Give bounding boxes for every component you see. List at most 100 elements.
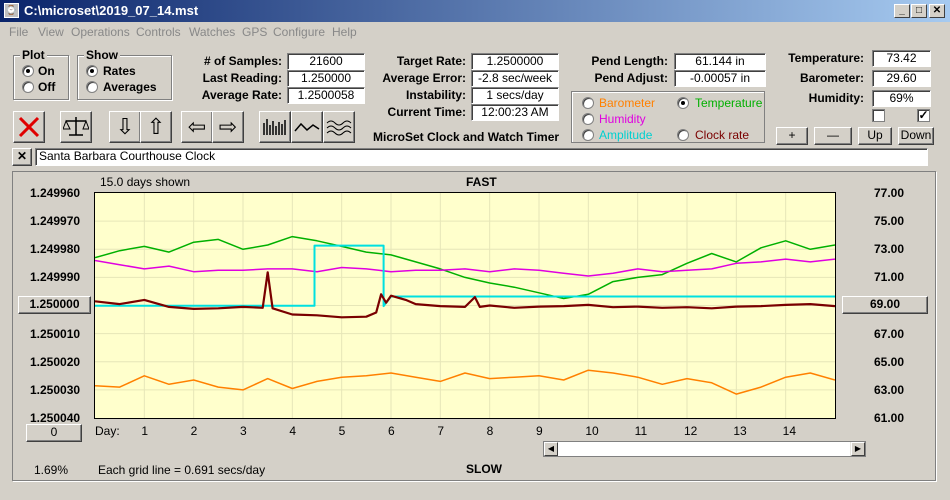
amplitude-radio[interactable] — [582, 129, 594, 141]
x-tick: 3 — [240, 424, 247, 438]
show-group: Show — [77, 48, 172, 100]
show-rates-radio[interactable] — [86, 65, 98, 77]
title-bar[interactable]: ⌚ C:\microset\2019_07_14.mst _ □ ✕ — [0, 0, 950, 22]
close-clock-button[interactable]: ✕ — [12, 148, 32, 166]
menu-operations[interactable]: Operations — [71, 25, 130, 39]
y-left-tick: 1.250040 — [30, 411, 81, 425]
plot-group-title: Plot — [20, 48, 47, 62]
clock-rate-radio[interactable] — [677, 129, 689, 141]
current-time-label: Current Time: — [387, 105, 466, 119]
temperature-option: Temperature — [695, 96, 763, 110]
plot-off-radio[interactable] — [22, 81, 34, 93]
arrow-up-button[interactable]: ⇧ — [140, 111, 172, 143]
x-tick: 2 — [190, 424, 198, 438]
scroll-right-icon[interactable]: ▶ — [851, 442, 865, 456]
y-left-tick: 1.250010 — [30, 326, 81, 341]
temperature-radio[interactable] — [677, 97, 689, 109]
average-rate-field: 1.2500058 — [287, 87, 365, 104]
fast-label: FAST — [466, 175, 497, 189]
menu-file[interactable]: File — [9, 25, 29, 39]
plot-on-radio[interactable] — [22, 65, 34, 77]
scroll-left-icon[interactable]: ◀ — [544, 442, 558, 456]
x-tick: 10 — [585, 424, 599, 438]
close-icon[interactable]: ✕ — [929, 4, 945, 18]
last-reading-label: Last Reading: — [202, 71, 282, 85]
pend-adjust-field: -0.00057 in — [674, 70, 766, 87]
target-rate-label: Target Rate: — [396, 54, 466, 68]
arrow-right-icon: ⇨ — [218, 114, 238, 139]
arrow-down-button[interactable]: ⇩ — [109, 111, 141, 143]
bar-graph-icon — [263, 119, 286, 135]
series-amplitude — [95, 244, 835, 308]
y-right-tick: 75.00 — [874, 214, 905, 229]
humidity-radio[interactable] — [582, 113, 594, 125]
right-scale-button[interactable]: 69.00 — [842, 296, 928, 314]
x-tick: 8 — [486, 424, 494, 438]
chart-plot-area[interactable] — [94, 192, 836, 419]
barometer-radio[interactable] — [582, 97, 594, 109]
menu-view[interactable]: View — [38, 25, 64, 39]
barometer-field: 29.60 — [872, 70, 931, 87]
average-rate-label: Average Rate: — [201, 88, 282, 102]
checkbox-2[interactable]: ✓ — [917, 108, 930, 122]
up-button[interactable]: Up — [858, 127, 892, 145]
menu-help[interactable]: Help — [332, 25, 357, 39]
menu-gps[interactable]: GPS — [242, 25, 268, 39]
clock-rate-option: Clock rate — [695, 128, 750, 142]
left-scale-button[interactable]: 1.250000 — [18, 296, 91, 314]
waves-icon — [326, 120, 352, 136]
line-graph-icon — [294, 122, 320, 132]
y-right-tick: 71.00 — [874, 270, 905, 285]
scale-icon — [63, 117, 89, 136]
y-left-tick: 1.249960 — [30, 186, 81, 200]
humidity-option: Humidity — [599, 112, 646, 126]
menu-configure[interactable]: Configure — [273, 25, 326, 39]
humidity-field: 69% — [872, 90, 931, 107]
arrow-left-button[interactable]: ⇦ — [181, 111, 213, 143]
samples-label: # of Samples: — [203, 54, 282, 68]
plus-button[interactable]: + — [776, 127, 808, 145]
horizontal-scrollbar[interactable]: ◀ ▶ — [543, 441, 866, 457]
pend-length-field: 61.144 in — [674, 53, 766, 70]
multi-line-view-button[interactable] — [323, 111, 355, 143]
minus-button[interactable]: — — [814, 127, 852, 145]
maximize-icon[interactable]: □ — [911, 4, 927, 18]
clock-name-field[interactable]: Santa Barbara Courthouse Clock — [35, 148, 928, 166]
plot-on-label: On — [38, 64, 55, 78]
pend-length-label: Pend Length: — [591, 54, 668, 68]
clock-icon[interactable]: ⌚ — [4, 3, 19, 18]
menu-watches[interactable]: Watches — [189, 25, 236, 39]
sensor-selector — [571, 91, 765, 143]
y-right-tick: 67.00 — [874, 326, 905, 341]
y-right-tick: 77.00 — [874, 186, 905, 200]
arrow-down-icon: ⇩ — [115, 114, 135, 139]
last-reading-field: 1.250000 — [287, 70, 365, 87]
series-clock-rate — [94, 271, 836, 319]
days-shown-label: 15.0 days shown — [100, 175, 191, 189]
show-averages-radio[interactable] — [86, 81, 98, 93]
checkbox-1[interactable] — [872, 109, 885, 122]
menu-controls[interactable]: Controls — [136, 25, 181, 39]
minimize-icon[interactable]: _ — [894, 4, 910, 18]
y-right-tick: 65.00 — [874, 354, 905, 369]
stop-button[interactable] — [13, 111, 45, 143]
humidity-label: Humidity: — [808, 91, 864, 105]
show-group-title: Show — [84, 48, 120, 62]
y-left-tick: 1.249990 — [30, 270, 81, 285]
zero-button[interactable]: 0 — [26, 424, 82, 442]
balance-button[interactable] — [60, 111, 92, 143]
x-tick: 5 — [338, 424, 346, 438]
line-view-button[interactable] — [291, 111, 323, 143]
y-right-tick: 61.00 — [874, 411, 905, 425]
menu-bar: File View Operations Controls Watches GP… — [0, 22, 950, 42]
arrow-right-button[interactable]: ⇨ — [212, 111, 244, 143]
arrow-left-icon: ⇦ — [187, 114, 207, 139]
show-rates-label: Rates — [103, 64, 136, 78]
series-humidity — [94, 258, 836, 277]
arrow-up-icon: ⇧ — [146, 114, 166, 139]
scroll-thumb[interactable] — [558, 442, 850, 456]
y-right-tick: 63.00 — [874, 382, 905, 397]
down-button[interactable]: Down — [898, 127, 934, 145]
bars-view-button[interactable] — [259, 111, 291, 143]
plot-off-label: Off — [38, 80, 56, 94]
